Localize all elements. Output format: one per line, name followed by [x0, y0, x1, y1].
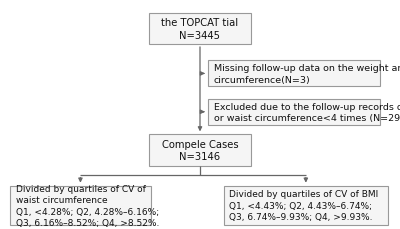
Text: Divided by quartiles of CV of BMI
Q1, <4.43%; Q2, 4.43%–6.74%;
Q3, 6.74%–9.93%; : Divided by quartiles of CV of BMI Q1, <4…	[230, 190, 379, 221]
FancyBboxPatch shape	[208, 99, 380, 125]
FancyBboxPatch shape	[149, 14, 251, 45]
Text: Excluded due to the follow-up records of weight
or waist circumference<4 times (: Excluded due to the follow-up records of…	[214, 102, 400, 123]
FancyBboxPatch shape	[10, 186, 151, 225]
FancyBboxPatch shape	[224, 186, 388, 225]
Text: Missing follow-up data on the weight and waist
circumference(N=3): Missing follow-up data on the weight and…	[214, 64, 400, 84]
Text: Divided by quartiles of CV of
waist circumference
Q1, <4.28%; Q2, 4.28%–6.16%;
Q: Divided by quartiles of CV of waist circ…	[16, 184, 159, 227]
Text: the TOPCAT tial
N=3445: the TOPCAT tial N=3445	[162, 18, 238, 41]
FancyBboxPatch shape	[208, 61, 380, 87]
FancyBboxPatch shape	[149, 135, 251, 166]
Text: Compele Cases
N=3146: Compele Cases N=3146	[162, 139, 238, 162]
